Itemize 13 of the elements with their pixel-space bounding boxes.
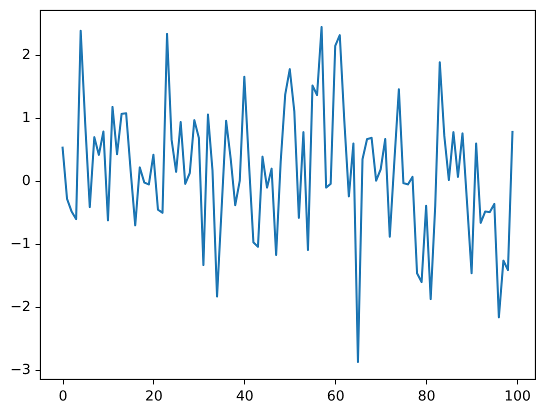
x-tick-label: 20: [145, 388, 163, 404]
y-tick-label: 2: [22, 47, 31, 64]
x-tick-label: 100: [504, 388, 531, 404]
y-tick-label: 1: [22, 110, 31, 126]
y-tick-label: −2: [10, 299, 31, 316]
x-tick-label: 60: [326, 388, 345, 404]
line-series: [61, 26, 514, 364]
y-tick-label: 0: [22, 173, 31, 190]
x-tick-label: 0: [58, 388, 68, 404]
y-tick-label: −1: [10, 236, 31, 252]
x-tick-label: 80: [418, 388, 436, 404]
x-tick-label: 40: [236, 388, 254, 404]
y-tick-label: −3: [10, 362, 31, 378]
